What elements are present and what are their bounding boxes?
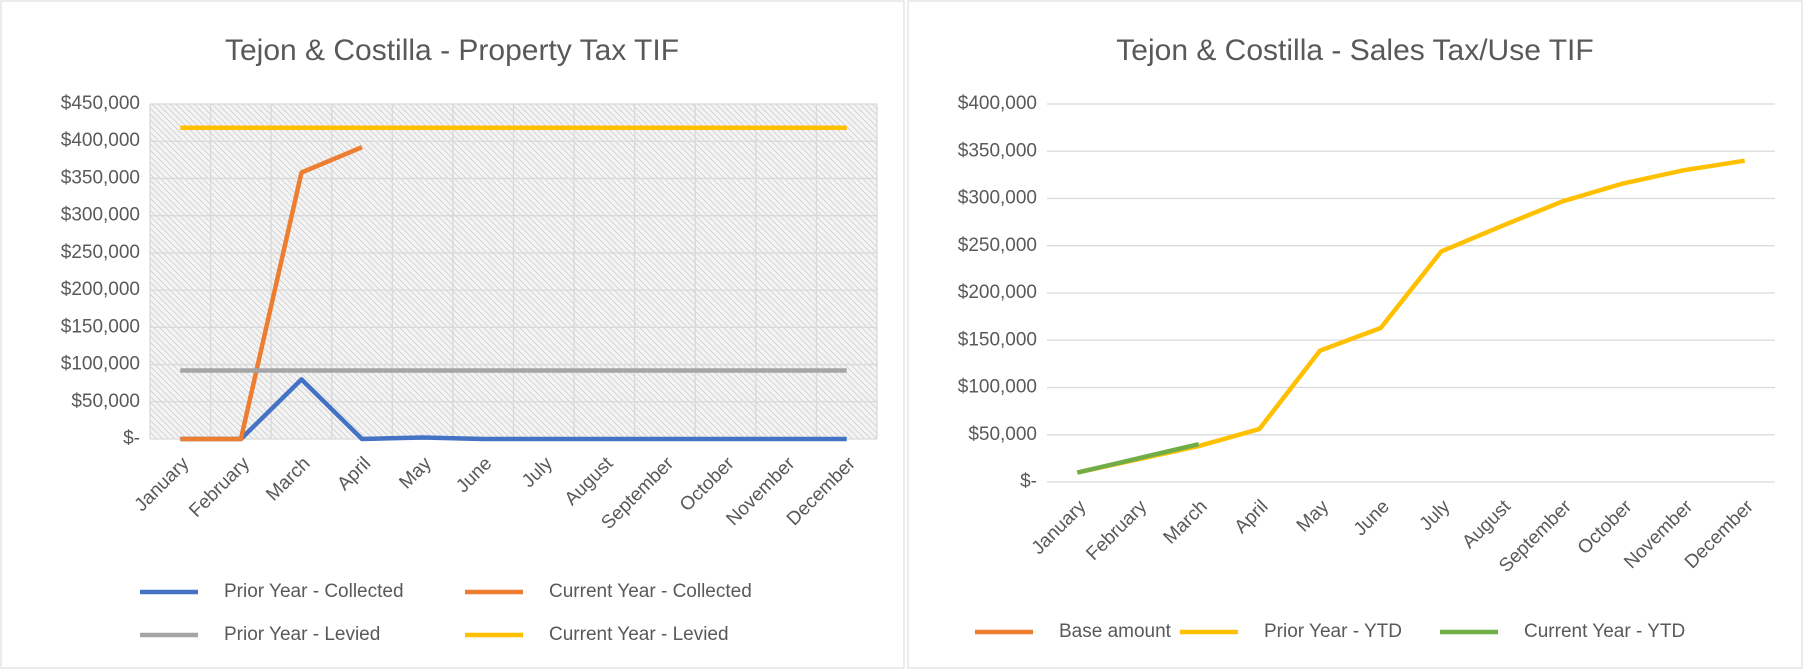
y-tick-label: $300,000 bbox=[61, 205, 140, 226]
chart-title: Tejon & Costilla - Property Tax TIF bbox=[225, 34, 679, 67]
legend-label: Prior Year - Collected bbox=[224, 581, 404, 602]
y-tick-label: $400,000 bbox=[958, 93, 1037, 114]
legend-label: Current Year - YTD bbox=[1524, 621, 1685, 642]
y-tick-label: $50,000 bbox=[968, 424, 1037, 445]
y-tick-label: $150,000 bbox=[958, 329, 1037, 350]
legend-label: Current Year - Levied bbox=[549, 624, 729, 645]
y-tick-label: $200,000 bbox=[958, 282, 1037, 303]
y-tick-label: $150,000 bbox=[61, 316, 140, 337]
legend-label: Prior Year - Levied bbox=[224, 624, 380, 645]
y-tick-label: $350,000 bbox=[958, 140, 1037, 161]
y-tick-label: $50,000 bbox=[71, 391, 140, 412]
y-tick-label: $100,000 bbox=[958, 377, 1037, 398]
y-tick-label: $- bbox=[1020, 471, 1037, 492]
y-tick-label: $250,000 bbox=[61, 242, 140, 263]
chart-title: Tejon & Costilla - Sales Tax/Use TIF bbox=[1116, 34, 1593, 67]
y-tick-label: $350,000 bbox=[61, 167, 140, 188]
legend-label: Current Year - Collected bbox=[549, 581, 752, 602]
y-tick-label: $- bbox=[123, 428, 140, 449]
legend-label: Prior Year - YTD bbox=[1264, 621, 1402, 642]
y-tick-label: $250,000 bbox=[958, 235, 1037, 256]
series-line bbox=[1076, 442, 1200, 475]
y-tick-label: $400,000 bbox=[61, 130, 140, 151]
series-line bbox=[180, 377, 847, 442]
y-tick-label: $100,000 bbox=[61, 354, 140, 375]
y-tick-label: $200,000 bbox=[61, 279, 140, 300]
y-tick-label: $450,000 bbox=[61, 93, 140, 114]
series-line bbox=[180, 145, 363, 442]
y-tick-label: $300,000 bbox=[958, 188, 1037, 209]
legend-label: Base amount bbox=[1059, 621, 1172, 642]
panel bbox=[907, 0, 1803, 669]
